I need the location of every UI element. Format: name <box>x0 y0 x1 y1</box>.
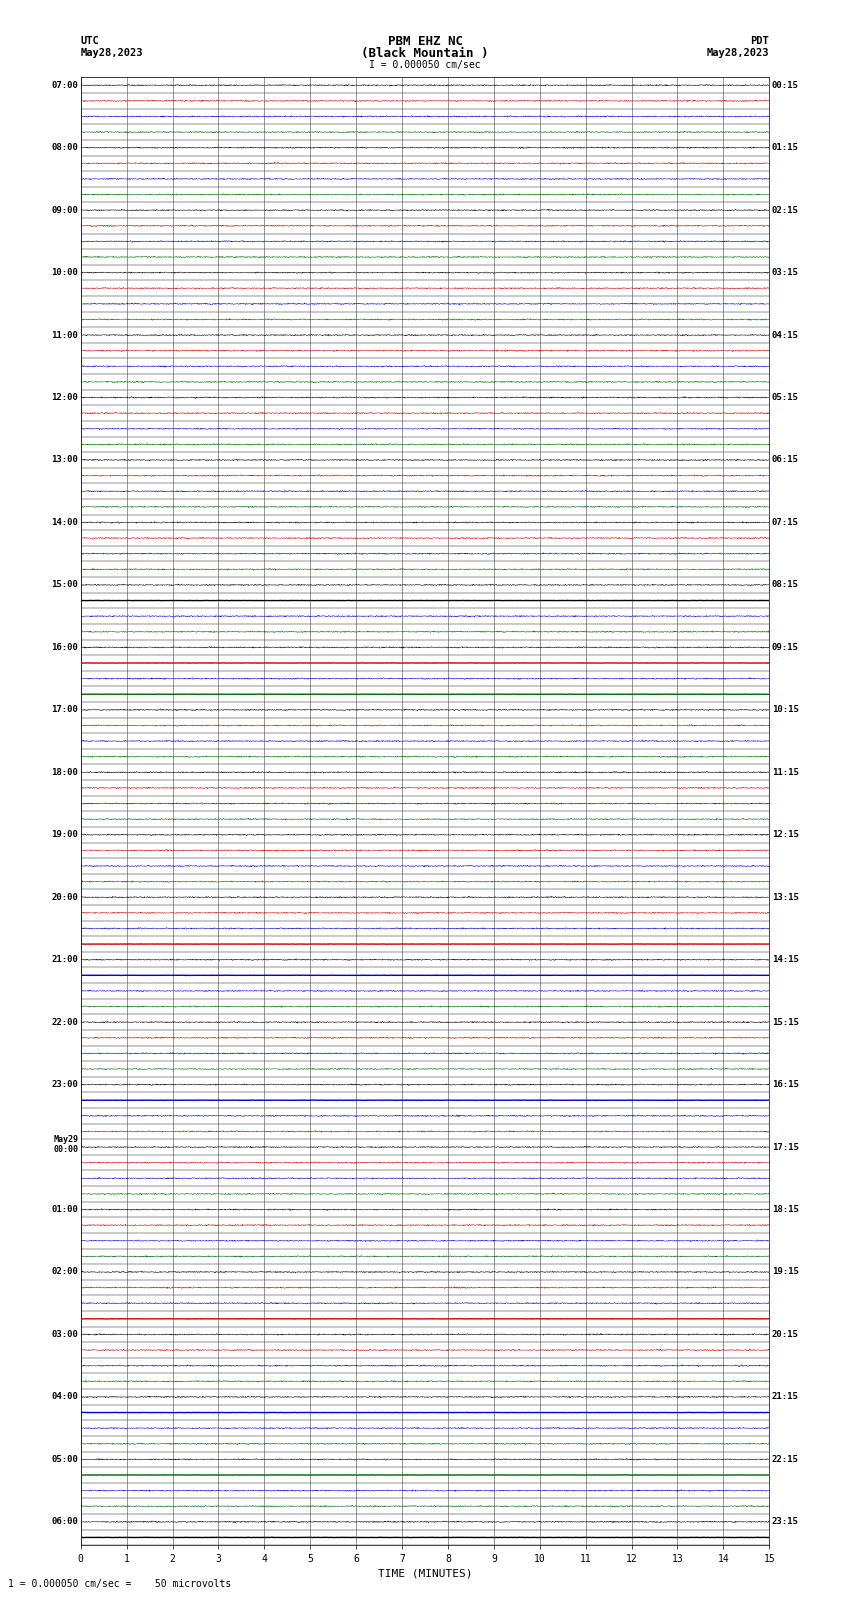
Text: 18:15: 18:15 <box>772 1205 799 1215</box>
Text: 10:00: 10:00 <box>51 268 78 277</box>
Text: 01:00: 01:00 <box>51 1205 78 1215</box>
Text: 19:00: 19:00 <box>51 831 78 839</box>
Text: 18:00: 18:00 <box>51 768 78 777</box>
Text: 17:15: 17:15 <box>772 1142 799 1152</box>
Text: 23:00: 23:00 <box>51 1081 78 1089</box>
Text: 20:00: 20:00 <box>51 892 78 902</box>
Text: 05:15: 05:15 <box>772 394 799 402</box>
Text: 15:00: 15:00 <box>51 581 78 589</box>
Text: 13:00: 13:00 <box>51 455 78 465</box>
Text: 13:15: 13:15 <box>772 892 799 902</box>
Text: 11:15: 11:15 <box>772 768 799 777</box>
Text: (Black Mountain ): (Black Mountain ) <box>361 47 489 60</box>
Text: 00:00: 00:00 <box>54 1145 78 1153</box>
Text: 23:15: 23:15 <box>772 1518 799 1526</box>
Text: 09:00: 09:00 <box>51 205 78 215</box>
Text: 07:00: 07:00 <box>51 81 78 90</box>
Text: 15:15: 15:15 <box>772 1018 799 1026</box>
Text: 17:00: 17:00 <box>51 705 78 715</box>
Text: 01:15: 01:15 <box>772 144 799 152</box>
Text: 16:00: 16:00 <box>51 644 78 652</box>
Text: May28,2023: May28,2023 <box>81 48 144 58</box>
Text: 14:00: 14:00 <box>51 518 78 527</box>
Text: 21:15: 21:15 <box>772 1392 799 1402</box>
Text: May29: May29 <box>54 1136 78 1144</box>
Text: 21:00: 21:00 <box>51 955 78 965</box>
Text: 22:00: 22:00 <box>51 1018 78 1026</box>
Text: 20:15: 20:15 <box>772 1331 799 1339</box>
Text: 08:00: 08:00 <box>51 144 78 152</box>
Text: 05:00: 05:00 <box>51 1455 78 1465</box>
Text: 19:15: 19:15 <box>772 1268 799 1276</box>
Text: 14:15: 14:15 <box>772 955 799 965</box>
Text: 11:00: 11:00 <box>51 331 78 340</box>
Text: 10:15: 10:15 <box>772 705 799 715</box>
Text: 08:15: 08:15 <box>772 581 799 589</box>
Text: 12:00: 12:00 <box>51 394 78 402</box>
Text: 09:15: 09:15 <box>772 644 799 652</box>
Text: PBM EHZ NC: PBM EHZ NC <box>388 34 462 48</box>
Text: 1 = 0.000050 cm/sec =    50 microvolts: 1 = 0.000050 cm/sec = 50 microvolts <box>8 1579 232 1589</box>
Text: May28,2023: May28,2023 <box>706 48 769 58</box>
Text: 02:00: 02:00 <box>51 1268 78 1276</box>
Text: I = 0.000050 cm/sec: I = 0.000050 cm/sec <box>369 60 481 71</box>
Text: 06:15: 06:15 <box>772 455 799 465</box>
X-axis label: TIME (MINUTES): TIME (MINUTES) <box>377 1568 473 1579</box>
Text: 04:15: 04:15 <box>772 331 799 340</box>
Text: 07:15: 07:15 <box>772 518 799 527</box>
Text: 02:15: 02:15 <box>772 205 799 215</box>
Text: 12:15: 12:15 <box>772 831 799 839</box>
Text: 00:15: 00:15 <box>772 81 799 90</box>
Text: 03:15: 03:15 <box>772 268 799 277</box>
Text: 16:15: 16:15 <box>772 1081 799 1089</box>
Text: 04:00: 04:00 <box>51 1392 78 1402</box>
Text: 22:15: 22:15 <box>772 1455 799 1465</box>
Text: PDT: PDT <box>751 35 769 47</box>
Text: UTC: UTC <box>81 35 99 47</box>
Text: 06:00: 06:00 <box>51 1518 78 1526</box>
Text: 03:00: 03:00 <box>51 1331 78 1339</box>
